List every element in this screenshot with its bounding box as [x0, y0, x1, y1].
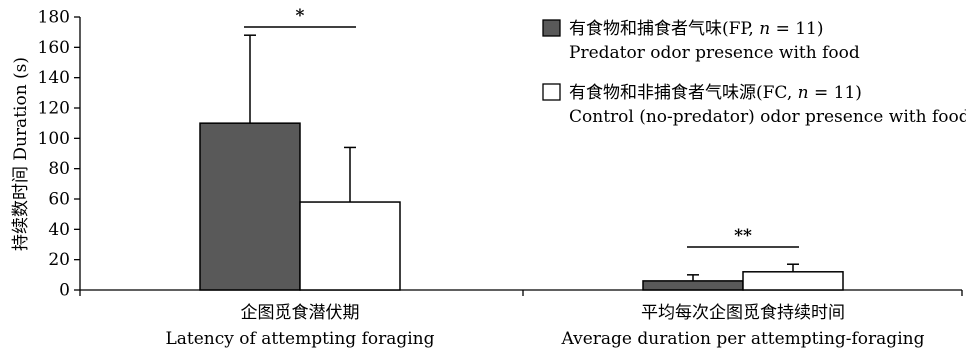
bar-fc — [299, 201, 401, 291]
y-tick-label: 140 — [38, 68, 70, 88]
x-category-label-zh: 企图觅食潜伏期 — [241, 303, 360, 323]
x-category-label-en: Average duration per attempting-foraging — [561, 329, 925, 349]
legend-label-zh: 有食物和捕食者气味(FP, n = 11) — [569, 19, 824, 39]
x-axis — [79, 289, 963, 296]
x-category-label-en: Latency of attempting foraging — [165, 329, 434, 349]
y-tick-label: 120 — [38, 99, 70, 119]
legend-label-en: Predator odor presence with food — [569, 43, 860, 63]
legend-swatch-fp — [542, 19, 561, 37]
bar-fc — [742, 271, 844, 291]
legend-swatch-fc — [542, 83, 561, 101]
legend: 有食物和捕食者气味(FP, n = 11) Predator odor prese… — [542, 19, 966, 127]
error-bars — [244, 34, 799, 281]
y-tick-label: 160 — [38, 38, 70, 58]
x-category-label-zh: 平均每次企图觅食持续时间 — [641, 303, 845, 323]
y-tick-label: 20 — [48, 250, 70, 270]
y-tick-label: 80 — [48, 159, 70, 179]
legend-label-en: Control (no-predator) odor presence with… — [569, 107, 966, 127]
y-tick-label: 180 — [38, 8, 70, 28]
y-tick-label: 0 — [59, 281, 70, 301]
legend-label-zh: 有食物和非捕食者气味源(FC, n = 11) — [569, 83, 862, 103]
y-tick-label: 100 — [38, 129, 70, 149]
bar-fp — [642, 280, 744, 291]
significance-label: ** — [734, 226, 752, 246]
x-tick-labels: 企图觅食潜伏期 Latency of attempting foraging 平均每… — [165, 303, 924, 349]
bar-fp — [199, 122, 301, 291]
significance-markers: *** — [244, 6, 799, 248]
bars — [199, 122, 844, 291]
y-axis: 0 20 40 60 80 100 120 140 160 180 — [38, 8, 81, 301]
y-axis-label: 持续数时间 Duration (s) — [11, 57, 31, 251]
y-tick-label: 60 — [48, 190, 70, 210]
significance-label: * — [296, 6, 305, 26]
y-tick-label: 40 — [48, 220, 70, 240]
